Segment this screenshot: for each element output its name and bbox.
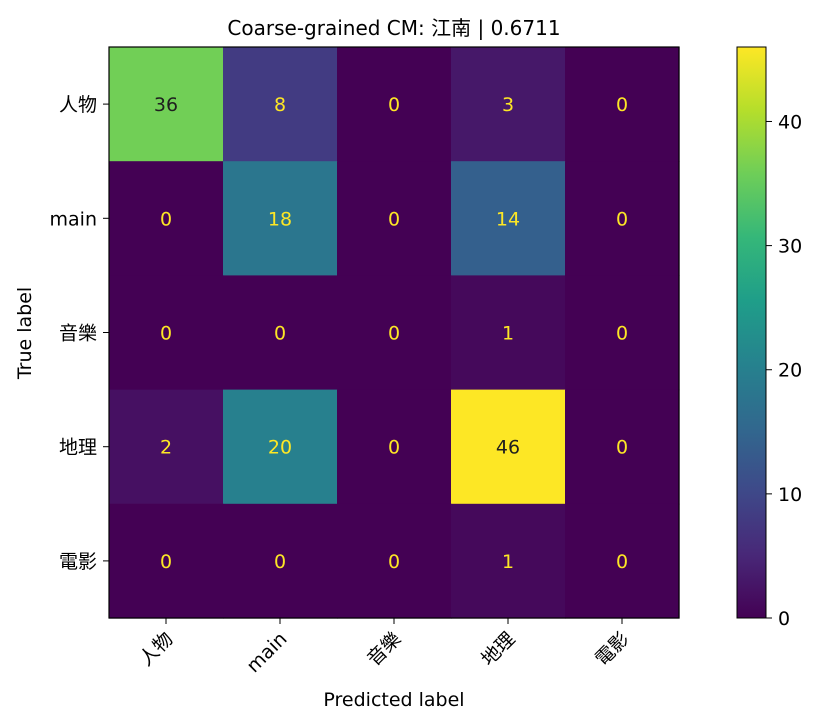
heatmap-cell bbox=[223, 47, 338, 162]
cell-value-label: 0 bbox=[388, 551, 400, 573]
cell-value-label: 0 bbox=[616, 323, 628, 345]
heatmap-cell bbox=[451, 389, 566, 505]
heatmap-cell bbox=[565, 503, 680, 619]
cell-value-label: 0 bbox=[616, 551, 628, 573]
chart-title: Coarse-grained CM: 江南 | 0.6711 bbox=[227, 16, 560, 40]
cell-value-label: 0 bbox=[160, 551, 172, 573]
x-axis-label: Predicted label bbox=[323, 689, 464, 711]
x-tick-label: 地理 bbox=[477, 628, 519, 670]
heatmap-cell bbox=[451, 47, 566, 162]
heatmap-cell bbox=[337, 47, 452, 162]
cell-value-label: 0 bbox=[616, 94, 628, 116]
cell-value-label: 8 bbox=[274, 94, 286, 116]
heatmap-cell bbox=[109, 47, 224, 162]
heatmap-cell bbox=[565, 389, 680, 505]
heatmap-cell bbox=[565, 161, 680, 276]
y-tick-label: 音樂 bbox=[59, 323, 97, 345]
colorbar bbox=[736, 46, 767, 619]
cell-value-label: 20 bbox=[268, 437, 292, 459]
heatmap-cell bbox=[337, 161, 452, 276]
cell-value-label: 0 bbox=[160, 208, 172, 230]
x-axis-ticks: 人物 main 音樂 地理 電影 bbox=[135, 618, 634, 677]
y-axis-label: True label bbox=[14, 287, 36, 380]
colorbar-tick-label: 0 bbox=[778, 608, 790, 630]
cell-value-label: 0 bbox=[388, 437, 400, 459]
cell-value-label: 0 bbox=[160, 323, 172, 345]
heatmap-cell bbox=[109, 275, 224, 391]
heatmap-cell bbox=[565, 275, 680, 391]
heatmap-cell bbox=[337, 275, 452, 391]
cell-value-label: 0 bbox=[274, 323, 286, 345]
heatmap-cell bbox=[451, 503, 566, 619]
colorbar-ticks: 0 10 20 30 40 bbox=[766, 111, 802, 630]
x-tick-label: 電影 bbox=[591, 628, 633, 670]
cell-value-label: 1 bbox=[502, 551, 514, 573]
heatmap-cell bbox=[223, 161, 338, 276]
cell-value-label: 14 bbox=[496, 208, 520, 230]
colorbar-tick-label: 20 bbox=[778, 360, 802, 382]
cell-value-label: 0 bbox=[616, 208, 628, 230]
cell-value-label: 0 bbox=[616, 437, 628, 459]
heatmap-cell bbox=[223, 275, 338, 391]
heatmap-cell bbox=[223, 389, 338, 505]
heatmap-cell bbox=[109, 389, 224, 505]
colorbar-tick-label: 10 bbox=[778, 484, 802, 506]
cell-value-label: 1 bbox=[502, 323, 514, 345]
y-tick-label: main bbox=[50, 208, 97, 230]
heatmap-cell-labels: 36 8 0 3 0 0 18 0 14 0 0 0 0 1 0 2 20 0 46 0 0 0 0 1 0 bbox=[154, 94, 628, 573]
cell-value-label: 3 bbox=[502, 94, 514, 116]
cell-value-label: 0 bbox=[274, 551, 286, 573]
x-tick-label: main bbox=[242, 628, 291, 677]
cell-value-label: 46 bbox=[496, 437, 520, 459]
cell-value-label: 2 bbox=[160, 437, 172, 459]
cell-value-label: 0 bbox=[388, 94, 400, 116]
heatmap-cell bbox=[109, 503, 224, 619]
heatmap-cells bbox=[109, 47, 680, 619]
colorbar-tick-label: 40 bbox=[778, 111, 802, 133]
cell-value-label: 36 bbox=[154, 94, 178, 116]
colorbar-tick-label: 30 bbox=[778, 236, 802, 258]
y-tick-label: 地理 bbox=[59, 437, 97, 459]
cell-value-label: 18 bbox=[268, 208, 292, 230]
heatmap-cell bbox=[109, 161, 224, 276]
heatmap-cell bbox=[337, 389, 452, 505]
x-tick-label: 人物 bbox=[135, 628, 177, 670]
heatmap-cell bbox=[223, 503, 338, 619]
heatmap-cell bbox=[451, 161, 566, 276]
cell-value-label: 0 bbox=[388, 208, 400, 230]
x-tick-label: 音樂 bbox=[363, 628, 405, 670]
heatmap-cell bbox=[337, 503, 452, 619]
y-tick-label: 電影 bbox=[59, 551, 97, 573]
heatmap-cell bbox=[565, 47, 680, 162]
cell-value-label: 0 bbox=[388, 323, 400, 345]
y-tick-label: 人物 bbox=[59, 94, 97, 116]
heatmap-cell bbox=[451, 275, 566, 391]
